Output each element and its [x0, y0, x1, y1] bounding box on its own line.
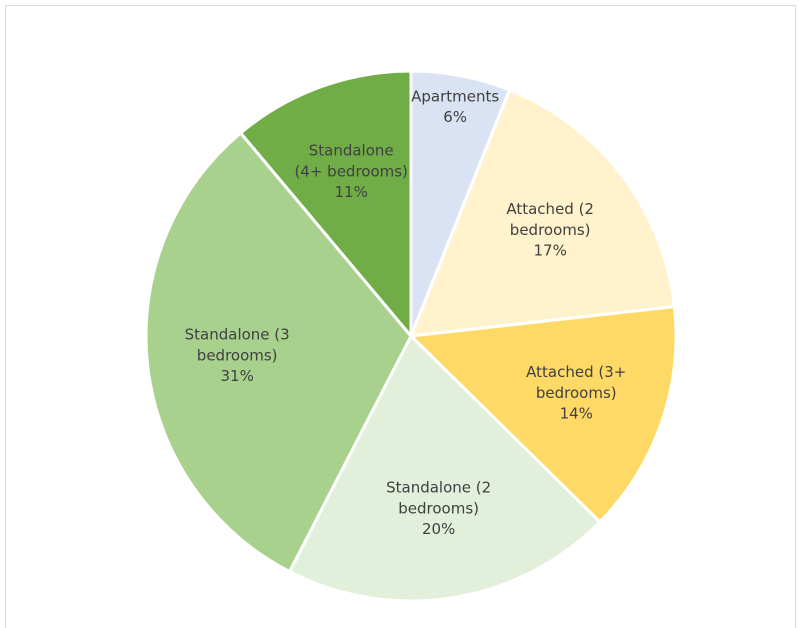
slice-value-label: 11%	[335, 183, 368, 201]
slice-value-label: 14%	[560, 405, 593, 423]
slice-value-label: 20%	[422, 520, 455, 538]
slice-value-label: 31%	[221, 367, 254, 385]
pie-slice	[238, 69, 413, 341]
slice-label: Standalone (3 bedrooms)	[185, 325, 290, 364]
pie-slice	[408, 88, 677, 338]
slice-label: Standalone (2 bedrooms)	[386, 478, 491, 517]
pie-slice	[287, 333, 602, 603]
chart-border	[5, 5, 796, 628]
slice-label: Attached (2 bedrooms)	[506, 200, 594, 239]
slice-value-label: 17%	[534, 242, 567, 260]
pie-slice	[407, 304, 678, 525]
slice-value-label: 6%	[443, 108, 467, 126]
slice-label: Standalone (4+ bedrooms)	[294, 141, 407, 180]
slice-label: Apartments	[411, 87, 499, 105]
slice-label: Attached (3+ bedrooms)	[526, 363, 626, 402]
pie-slice	[144, 130, 413, 574]
